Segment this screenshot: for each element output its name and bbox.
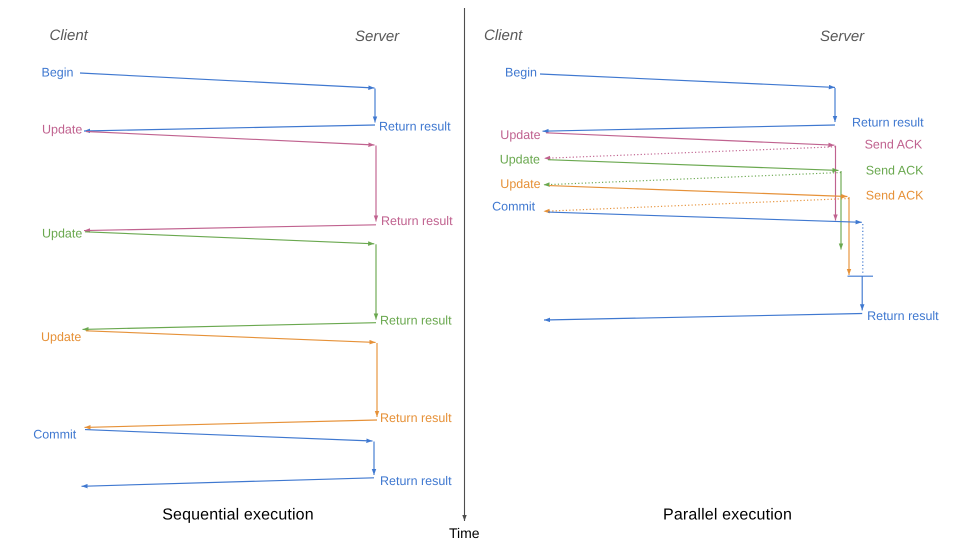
svg-text:Return result: Return result — [381, 214, 453, 228]
svg-text:Begin: Begin — [42, 65, 74, 79]
svg-text:Commit: Commit — [33, 427, 77, 441]
svg-text:Update: Update — [42, 122, 82, 136]
svg-text:Update: Update — [42, 226, 82, 240]
svg-text:Send ACK: Send ACK — [866, 164, 924, 178]
svg-text:Return result: Return result — [852, 115, 924, 129]
svg-text:Update: Update — [500, 177, 540, 191]
svg-text:Server: Server — [820, 28, 865, 45]
svg-text:Parallel execution: Parallel execution — [663, 507, 792, 524]
svg-text:Return result: Return result — [867, 309, 939, 323]
svg-text:Return result: Return result — [380, 314, 452, 328]
svg-text:Time: Time — [449, 525, 480, 540]
svg-text:Update: Update — [500, 152, 540, 166]
svg-text:Send ACK: Send ACK — [866, 189, 924, 203]
svg-text:Update: Update — [41, 330, 81, 344]
svg-text:Commit: Commit — [492, 199, 536, 213]
svg-text:Server: Server — [355, 28, 400, 45]
svg-text:Sequential execution: Sequential execution — [162, 507, 314, 524]
svg-text:Update: Update — [500, 128, 540, 142]
svg-text:Begin: Begin — [505, 65, 537, 79]
svg-text:Return result: Return result — [380, 411, 452, 425]
svg-text:Return result: Return result — [380, 474, 452, 488]
svg-text:Client: Client — [484, 27, 523, 44]
svg-text:Return result: Return result — [379, 119, 451, 133]
svg-text:Send ACK: Send ACK — [865, 138, 923, 152]
svg-text:Client: Client — [50, 27, 89, 44]
